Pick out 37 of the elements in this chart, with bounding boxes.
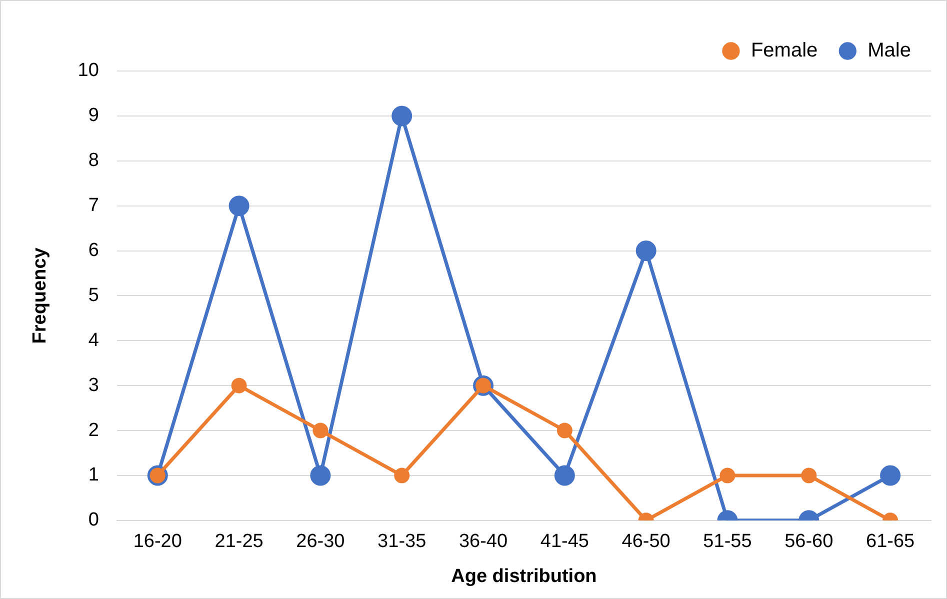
y-tick-label: 6 — [88, 240, 99, 261]
legend-label: Female — [750, 40, 818, 62]
point — [554, 465, 575, 486]
point — [720, 468, 736, 484]
x-tick-label: 16-20 — [133, 531, 182, 552]
x-tick-label: 56-60 — [784, 531, 834, 552]
point — [556, 422, 572, 438]
y-tick-label: 2 — [88, 420, 99, 441]
y-tick-label: 4 — [88, 330, 100, 351]
x-tick-label: 36-40 — [458, 531, 508, 552]
y-tick-label: 9 — [88, 105, 99, 126]
x-tick-label: 61-65 — [866, 531, 915, 552]
x-axis-title: Age distribution — [451, 566, 597, 587]
x-tick-label: 51-55 — [703, 531, 752, 552]
legend-label: Male — [868, 40, 912, 62]
point — [231, 378, 247, 394]
x-tick-label: 26-30 — [296, 531, 345, 552]
y-tick-label: 3 — [88, 374, 99, 396]
x-tick-label: 21-25 — [214, 531, 264, 552]
y-tick-label: 1 — [88, 464, 99, 486]
y-tick-label: 5 — [88, 284, 99, 306]
y-tick-label: 0 — [88, 510, 99, 531]
point — [228, 196, 250, 216]
point — [394, 468, 410, 484]
point — [312, 422, 328, 438]
x-tick-label: 46-50 — [622, 531, 670, 552]
x-tick-label: 41-45 — [540, 531, 589, 552]
point — [880, 465, 901, 486]
y-tick-label: 7 — [88, 195, 99, 216]
x-tick-label: 31-35 — [378, 531, 426, 552]
y-tick-label: 8 — [88, 150, 99, 172]
y-axis-title: Frequency — [30, 247, 51, 344]
point — [310, 465, 331, 486]
point — [636, 240, 656, 262]
point — [801, 468, 817, 484]
point — [392, 106, 412, 126]
y-tick-label: 10 — [78, 60, 99, 82]
